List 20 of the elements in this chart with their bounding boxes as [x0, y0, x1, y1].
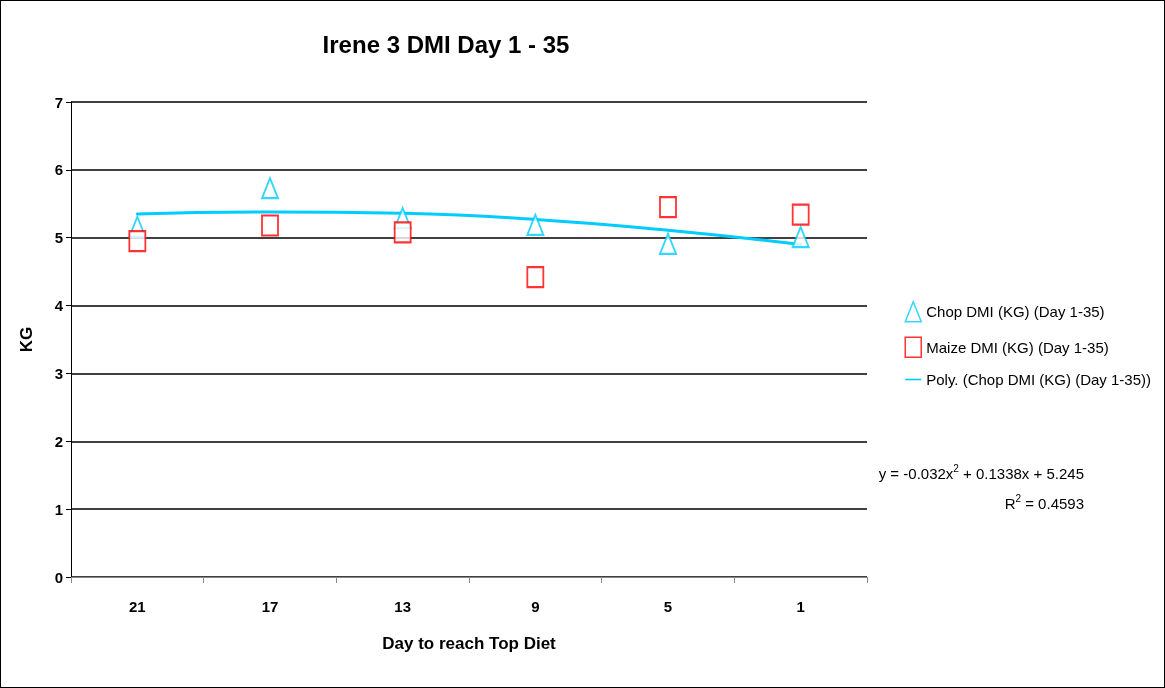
y-tick-label: 2	[54, 432, 63, 450]
y-tick-label: 1	[54, 500, 63, 518]
x-axis-title: Day to reach Top Diet	[382, 634, 557, 653]
legend-label: Maize DMI (KG) (Day 1-35)	[926, 338, 1109, 356]
legend-label: Poly. (Chop DMI (KG) (Day 1-35))	[926, 371, 1151, 388]
y-tick-label: 0	[54, 568, 63, 586]
y-tick-label: 6	[54, 161, 63, 179]
legend-label: Chop DMI (KG) (Day 1-35)	[926, 303, 1105, 321]
x-tick-label: 21	[128, 598, 146, 615]
x-tick-label: 1	[796, 598, 805, 615]
y-axis-title: KG	[17, 326, 36, 353]
y-tick-label: 7	[54, 93, 63, 111]
chart-title: Irene 3 DMI Day 1 - 35	[322, 30, 570, 58]
x-tick-label: 5	[663, 598, 673, 615]
x-tick-label: 17	[261, 598, 279, 615]
y-tick-label: 4	[54, 297, 64, 315]
y-tick-label: 3	[54, 364, 63, 382]
y-tick-label: 5	[54, 229, 63, 247]
x-tick-label: 9	[531, 598, 540, 615]
x-tick-label: 13	[394, 598, 412, 615]
